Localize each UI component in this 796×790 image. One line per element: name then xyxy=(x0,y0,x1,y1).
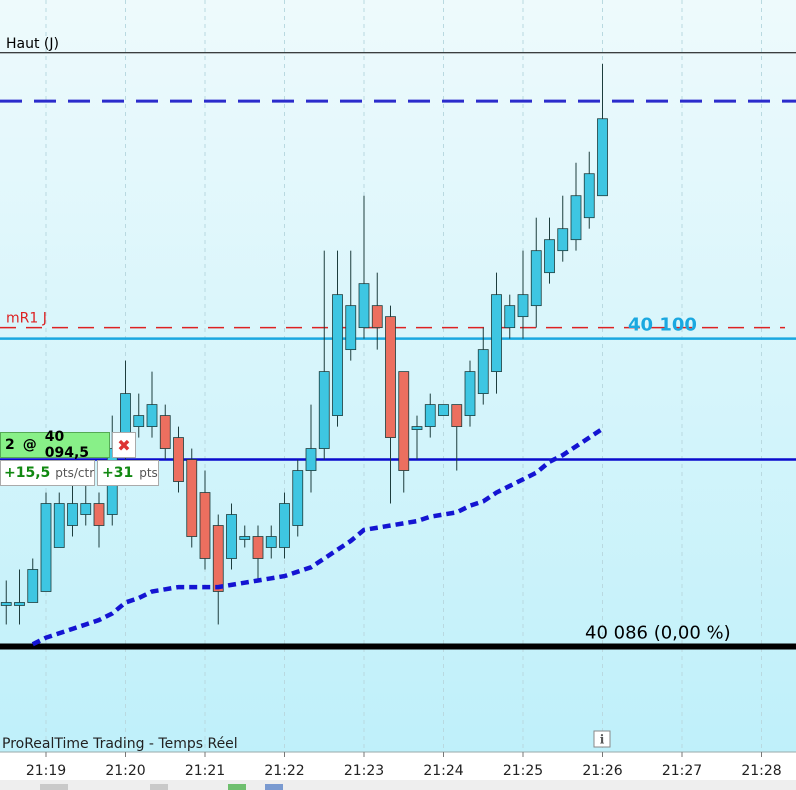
candle-body xyxy=(517,294,529,318)
position-price: 40 094,5 xyxy=(44,429,90,461)
x-tick-label: 21:27 xyxy=(662,763,702,779)
position-box[interactable]: 2 @ 40 094,5 xyxy=(0,429,110,461)
x-tick-label: 21:28 xyxy=(741,763,781,779)
candle-body xyxy=(212,525,224,592)
candle-body xyxy=(332,294,343,416)
moving-average xyxy=(31,426,604,647)
candle-body xyxy=(570,195,582,241)
close-position-button[interactable]: ✖ xyxy=(112,432,136,458)
candle-body xyxy=(0,602,12,606)
toolbar-icon[interactable] xyxy=(150,784,168,790)
gain-per-contract-box: +15,5 pts/ctr xyxy=(0,460,95,486)
candle-body xyxy=(438,404,449,416)
candle-body xyxy=(252,536,264,559)
gain-box: +31 pts xyxy=(97,460,159,486)
candle-body xyxy=(199,492,211,559)
candle-body xyxy=(597,118,608,197)
candle-body xyxy=(371,305,383,329)
candle-body xyxy=(226,514,237,559)
x-tick-label: 21:23 xyxy=(344,763,384,779)
gain-per-contract-unit: pts/ctr xyxy=(55,466,95,480)
candle-body xyxy=(464,371,476,416)
x-tick-label: 21:26 xyxy=(582,763,622,779)
x-tick-label: 21:19 xyxy=(26,763,66,779)
level-name: mR1 J xyxy=(6,311,47,327)
candle-body xyxy=(305,448,317,471)
candle-body xyxy=(133,415,145,427)
candle-body xyxy=(93,503,105,526)
candle-body xyxy=(491,294,502,373)
plot-background xyxy=(0,0,796,752)
candle-body xyxy=(239,536,251,540)
candle-body xyxy=(40,503,52,592)
candle-body xyxy=(530,250,542,307)
candle-body xyxy=(14,602,25,606)
toolbar-icon[interactable] xyxy=(228,784,246,790)
candle-body xyxy=(159,415,171,449)
candle-body xyxy=(265,536,277,548)
candle-body xyxy=(411,426,423,430)
candle-body xyxy=(424,404,436,427)
candle-body xyxy=(504,305,516,329)
x-tick-label: 21:25 xyxy=(503,763,543,779)
level-label: 40 086 (0,00 %) xyxy=(585,622,731,643)
toolbar xyxy=(0,780,796,790)
x-tick-label: 21:24 xyxy=(423,763,463,779)
x-tick-label: 21:21 xyxy=(185,763,225,779)
position-quantity: 2 xyxy=(5,437,15,453)
x-tick-label: 21:22 xyxy=(264,763,304,779)
candle-body xyxy=(67,503,78,526)
candle-body xyxy=(292,470,304,526)
candle-body xyxy=(477,349,489,394)
svg-text:i: i xyxy=(600,733,605,747)
footer: ProRealTime Trading - Temps Réel xyxy=(2,736,238,752)
gain: +31 xyxy=(102,465,134,481)
candle-body xyxy=(583,173,595,219)
info-icon[interactable]: i xyxy=(593,730,611,748)
candle-body xyxy=(557,228,569,252)
x-tick-label: 21:20 xyxy=(105,763,145,779)
candle-body xyxy=(146,404,158,427)
candle-body xyxy=(27,569,39,603)
toolbar-icon[interactable] xyxy=(40,784,68,790)
candle-body xyxy=(451,404,463,427)
candle-body xyxy=(279,503,290,548)
candle-body xyxy=(358,283,370,329)
candle-body xyxy=(398,371,410,471)
candle-body xyxy=(345,305,357,351)
candle-body xyxy=(173,437,184,482)
candle-body xyxy=(544,239,555,274)
candle-body xyxy=(385,316,396,438)
candle-body xyxy=(53,503,65,548)
candle-body xyxy=(318,371,330,449)
level-label: 40 100 xyxy=(628,315,697,336)
gain-unit: pts xyxy=(139,466,158,480)
candle-body xyxy=(186,459,198,537)
toolbar-icon[interactable] xyxy=(265,784,283,790)
gain-per-contract: +15,5 xyxy=(4,465,51,481)
time-axis xyxy=(0,752,796,780)
candle-body xyxy=(80,503,92,515)
level-name: Haut (J) xyxy=(6,36,59,52)
position-at: @ xyxy=(22,437,37,453)
